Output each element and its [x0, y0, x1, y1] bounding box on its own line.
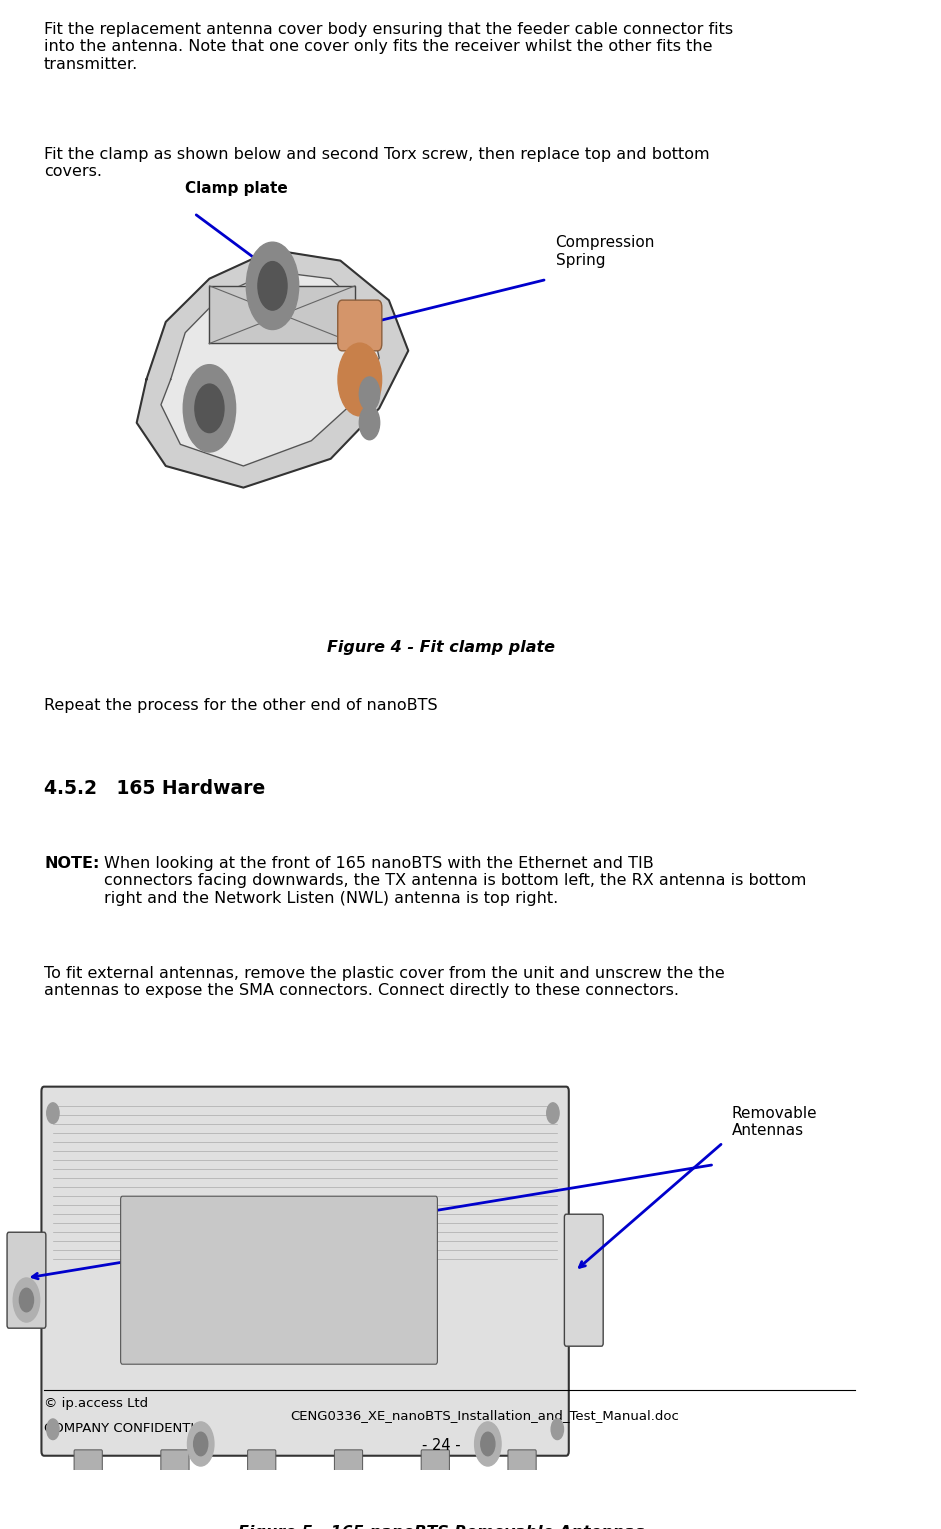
Text: © ip.access Ltd: © ip.access Ltd: [44, 1398, 149, 1410]
Circle shape: [551, 1419, 564, 1440]
Polygon shape: [136, 249, 408, 488]
Circle shape: [338, 342, 382, 416]
Text: NOTE:: NOTE:: [44, 856, 100, 872]
Polygon shape: [210, 286, 355, 344]
Text: Removable
Antennas: Removable Antennas: [732, 1105, 818, 1138]
FancyBboxPatch shape: [334, 1449, 362, 1489]
FancyBboxPatch shape: [7, 1232, 46, 1329]
Circle shape: [194, 1433, 208, 1456]
Circle shape: [195, 384, 224, 433]
FancyBboxPatch shape: [565, 1214, 603, 1346]
FancyBboxPatch shape: [120, 1196, 438, 1364]
Text: Figure 4 - Fit clamp plate: Figure 4 - Fit clamp plate: [327, 639, 555, 654]
Text: Fit the replacement antenna cover body ensuring that the feeder cable connector : Fit the replacement antenna cover body e…: [44, 21, 733, 72]
Text: Fit the clamp as shown below and second Torx screw, then replace top and bottom
: Fit the clamp as shown below and second …: [44, 147, 710, 179]
Circle shape: [481, 1433, 495, 1456]
Circle shape: [547, 1102, 559, 1124]
Text: - 24 -: - 24 -: [422, 1437, 460, 1453]
Circle shape: [187, 1422, 214, 1466]
Circle shape: [47, 1102, 59, 1124]
Circle shape: [474, 1422, 501, 1466]
Circle shape: [47, 1419, 59, 1440]
Circle shape: [359, 405, 379, 440]
FancyBboxPatch shape: [74, 1449, 103, 1489]
Text: COMPANY CONFIDENTIAL: COMPANY CONFIDENTIAL: [44, 1422, 211, 1434]
FancyBboxPatch shape: [41, 1087, 568, 1456]
Text: CENG0336_XE_nanoBTS_Installation_and_Test_Manual.doc: CENG0336_XE_nanoBTS_Installation_and_Tes…: [291, 1408, 679, 1422]
Circle shape: [20, 1289, 34, 1312]
Circle shape: [13, 1278, 40, 1323]
Text: 4.5.2   165 Hardware: 4.5.2 165 Hardware: [44, 780, 265, 798]
Text: Figure 5 - 165 nanoBTS Removable Antennas: Figure 5 - 165 nanoBTS Removable Antenna…: [238, 1524, 644, 1529]
FancyBboxPatch shape: [161, 1449, 189, 1489]
Text: Repeat the process for the other end of nanoBTS: Repeat the process for the other end of …: [44, 699, 438, 714]
FancyBboxPatch shape: [247, 1449, 276, 1489]
Polygon shape: [161, 272, 379, 466]
FancyBboxPatch shape: [422, 1449, 450, 1489]
FancyBboxPatch shape: [508, 1449, 536, 1489]
Circle shape: [359, 378, 379, 411]
FancyBboxPatch shape: [338, 300, 382, 350]
Text: Compression
Spring: Compression Spring: [555, 235, 655, 268]
Text: To fit external antennas, remove the plastic cover from the unit and unscrew the: To fit external antennas, remove the pla…: [44, 966, 725, 998]
Circle shape: [183, 365, 235, 453]
Circle shape: [258, 261, 287, 310]
Circle shape: [247, 242, 298, 330]
Text: When looking at the front of 165 nanoBTS with the Ethernet and TIB
connectors fa: When looking at the front of 165 nanoBTS…: [104, 856, 806, 905]
Text: Clamp plate: Clamp plate: [185, 180, 288, 196]
